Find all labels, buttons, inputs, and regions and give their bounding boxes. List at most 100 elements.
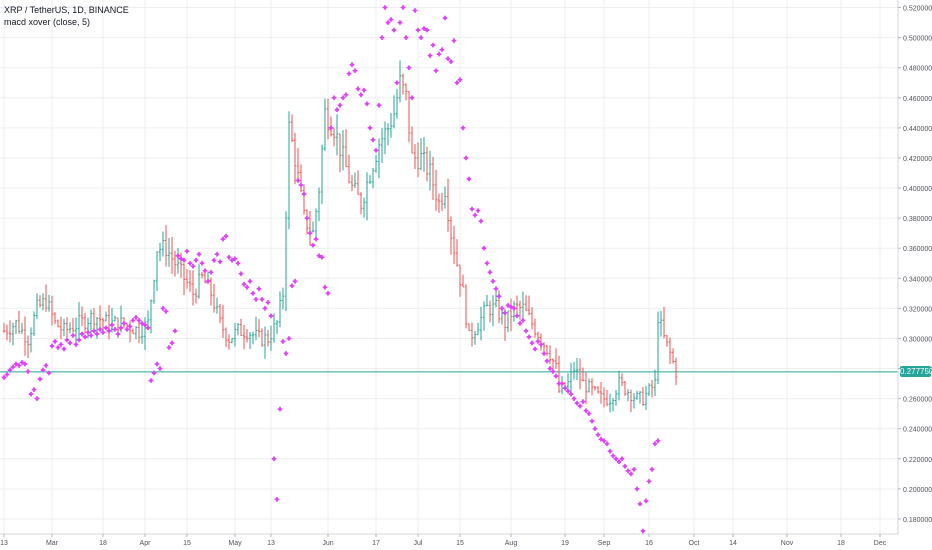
ohlc-bar [470,322,474,347]
ohlc-bar [647,383,651,397]
marker-point [607,448,613,454]
ohlc-bar [152,279,156,304]
ohlc-bar [641,386,645,406]
marker-point [139,320,145,326]
marker-point [34,396,40,402]
ohlc-bar [455,239,459,267]
marker-point [454,80,460,86]
ohlc-bar [251,331,255,345]
marker-point [358,92,364,98]
marker-point [277,406,283,412]
marker-point [436,51,442,57]
ohlc-bar [449,216,453,255]
marker-point [154,361,160,367]
indicator-title[interactable]: macd xover (close, 5) [4,17,91,27]
marker-point [76,337,82,343]
marker-point [640,528,646,534]
marker-point [163,308,169,314]
marker-point [475,208,481,214]
ohlc-bar [392,95,396,129]
marker-point [37,376,43,382]
ohlc-bar [551,358,555,370]
marker-point [463,155,469,161]
marker-point [535,338,541,344]
ohlc-bar [548,345,552,365]
marker-point [637,501,643,507]
marker-point [565,388,571,394]
marker-point [331,95,337,101]
marker-point [61,346,67,352]
marker-point [466,176,472,182]
marker-point [442,15,448,21]
marker-point [40,367,46,373]
ohlc-bar [383,121,387,155]
grid-lines [0,0,898,534]
ohlc-bar [476,322,480,336]
ohlc-bar [170,237,174,274]
ohlc-bar [173,250,177,277]
x-tick-label: Oct [689,540,700,547]
marker-point [82,334,88,340]
ohlc-bar [149,299,153,334]
ohlc-bar [518,300,522,320]
ohlc-bar [452,225,456,264]
ohlc-bar [671,348,675,364]
marker-point [589,418,595,424]
marker-point [583,408,589,414]
ohlc-bar [8,320,12,343]
ohlc-bar [323,98,327,151]
marker-point [142,322,148,328]
marker-point [394,80,400,86]
marker-point [271,456,277,462]
marker-point [562,385,568,391]
ohlc-bar [635,390,639,400]
marker-point [628,471,634,477]
ohlc-bar [230,338,234,344]
marker-point [124,326,130,332]
ohlc-bar [485,294,489,307]
marker-point [1,375,7,381]
marker-point [157,366,163,372]
ohlc-bar [293,132,297,185]
marker-point [85,329,91,335]
ohlc-bar [638,391,642,404]
marker-point [109,322,115,328]
x-tick-label: Apr [140,540,152,547]
ohlc-bar [488,300,492,323]
marker-point [352,68,358,74]
marker-point [205,278,211,284]
marker-point [118,325,124,331]
marker-point [151,370,157,376]
ohlc-bar [428,150,432,191]
ohlc-bar [188,269,192,292]
marker-point [136,317,142,323]
ohlc-bar [215,297,219,314]
marker-point [121,320,127,326]
ohlc-bar [257,319,261,338]
ohlc-bar [434,169,438,211]
symbol-title[interactable]: XRP / TetherUS, 1D, BINANCE [4,5,129,15]
marker-point [247,278,253,284]
ohlc-bar [146,310,150,326]
ohlc-bar [281,287,285,310]
y-tick-label: 0.44000000 [903,126,932,133]
marker-point [301,191,307,197]
time-axis[interactable]: 13 Mar 18 Apr 15 May 13 Jun 17 Jul 15 Aug 19 Sep 16 Oct… [0,533,898,547]
ohlc-bar [56,319,60,328]
price-axis[interactable]: 0.18000000 0.20000000 0.22000000 0.24000000… [897,0,932,534]
marker-point [280,338,286,344]
marker-point [325,290,331,296]
marker-point [616,459,622,465]
marker-point [493,286,499,292]
ohlc-bar [137,320,141,344]
marker-point [292,278,298,284]
ohlc-bar [398,60,402,103]
marker-point [406,65,412,71]
ohlc-bar [386,123,390,146]
y-tick-label: 0.20000000 [903,487,932,494]
ohlc-bar [296,148,300,182]
ohlc-bar [368,174,372,184]
y-tick-label: 0.24000000 [903,427,932,434]
marker-point [319,254,325,260]
